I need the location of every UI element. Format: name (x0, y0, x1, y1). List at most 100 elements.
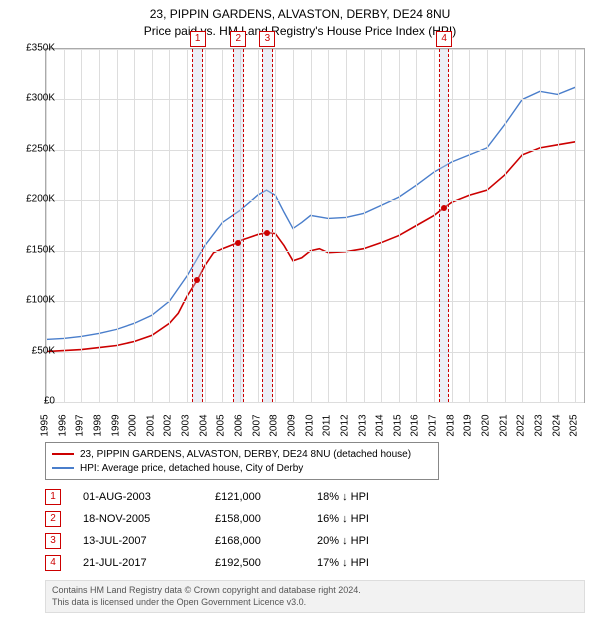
x-axis-label: 2025 (569, 414, 580, 436)
sale-band: 1 (192, 49, 203, 402)
gridline-v (346, 49, 347, 402)
gridline-v (81, 49, 82, 402)
x-axis-label: 2014 (375, 414, 386, 436)
x-axis-label: 2019 (463, 414, 474, 436)
tx-num: 4 (45, 555, 61, 571)
x-axis-label: 1997 (75, 414, 86, 436)
gridline-h (46, 49, 584, 50)
x-axis-label: 2009 (286, 414, 297, 436)
x-axis-label: 1999 (110, 414, 121, 436)
x-axis-label: 2008 (269, 414, 280, 436)
gridline-v (469, 49, 470, 402)
x-axis-label: 1995 (40, 414, 51, 436)
transaction-row: 4 21-JUL-2017 £192,500 17% ↓ HPI (45, 552, 397, 574)
tx-num: 1 (45, 489, 61, 505)
tx-hpi: 16% ↓ HPI (317, 513, 397, 525)
chart-title: 23, PIPPIN GARDENS, ALVASTON, DERBY, DE2… (0, 0, 600, 40)
sale-band: 3 (262, 49, 273, 402)
x-axis-label: 1998 (92, 414, 103, 436)
gridline-h (46, 402, 584, 403)
sale-dot (194, 277, 200, 283)
footer-attribution: Contains HM Land Registry data © Crown c… (45, 580, 585, 613)
tx-date: 01-AUG-2003 (83, 491, 193, 503)
chart-plot-area: 1234 (45, 48, 585, 403)
tx-date: 13-JUL-2007 (83, 535, 193, 547)
gridline-v (64, 49, 65, 402)
footer-line2: This data is licensed under the Open Gov… (52, 597, 578, 609)
gridline-v (416, 49, 417, 402)
gridline-v (381, 49, 382, 402)
tx-hpi: 20% ↓ HPI (317, 535, 397, 547)
tx-price: £168,000 (215, 535, 295, 547)
gridline-h (46, 352, 584, 353)
x-axis-label: 2002 (163, 414, 174, 436)
gridline-v (434, 49, 435, 402)
band-marker: 4 (436, 31, 452, 47)
legend-swatch (52, 467, 74, 469)
legend-box: 23, PIPPIN GARDENS, ALVASTON, DERBY, DE2… (45, 442, 439, 480)
x-axis-label: 2000 (128, 414, 139, 436)
gridline-v (205, 49, 206, 402)
gridline-v (522, 49, 523, 402)
x-axis-label: 2012 (339, 414, 350, 436)
x-axis-label: 2021 (498, 414, 509, 436)
tx-num: 2 (45, 511, 61, 527)
x-axis-label: 2005 (216, 414, 227, 436)
tx-hpi: 17% ↓ HPI (317, 557, 397, 569)
y-axis-label: £250K (15, 143, 55, 154)
gridline-v (540, 49, 541, 402)
tx-price: £158,000 (215, 513, 295, 525)
transaction-row: 3 13-JUL-2007 £168,000 20% ↓ HPI (45, 530, 397, 552)
footer-line1: Contains HM Land Registry data © Crown c… (52, 585, 578, 597)
gridline-v (558, 49, 559, 402)
x-axis-label: 1996 (57, 414, 68, 436)
y-axis-label: £0 (15, 396, 55, 407)
gridline-h (46, 301, 584, 302)
x-axis-label: 2023 (533, 414, 544, 436)
gridline-v (99, 49, 100, 402)
tx-date: 18-NOV-2005 (83, 513, 193, 525)
band-marker: 1 (190, 31, 206, 47)
sale-dot (264, 230, 270, 236)
gridline-v (187, 49, 188, 402)
tx-num: 3 (45, 533, 61, 549)
gridline-v (258, 49, 259, 402)
legend-row: HPI: Average price, detached house, City… (52, 461, 432, 475)
legend-label: 23, PIPPIN GARDENS, ALVASTON, DERBY, DE2… (80, 449, 411, 460)
tx-date: 21-JUL-2017 (83, 557, 193, 569)
transaction-row: 2 18-NOV-2005 £158,000 16% ↓ HPI (45, 508, 397, 530)
chart-lines-svg (46, 49, 584, 402)
legend-row: 23, PIPPIN GARDENS, ALVASTON, DERBY, DE2… (52, 447, 432, 461)
gridline-v (275, 49, 276, 402)
gridline-v (487, 49, 488, 402)
band-marker: 3 (259, 31, 275, 47)
gridline-h (46, 251, 584, 252)
sale-band: 2 (233, 49, 244, 402)
transaction-row: 1 01-AUG-2003 £121,000 18% ↓ HPI (45, 486, 397, 508)
gridline-v (117, 49, 118, 402)
gridline-v (293, 49, 294, 402)
x-axis-label: 2015 (392, 414, 403, 436)
gridline-h (46, 150, 584, 151)
gridline-v (311, 49, 312, 402)
tx-price: £192,500 (215, 557, 295, 569)
gridline-v (399, 49, 400, 402)
tx-hpi: 18% ↓ HPI (317, 491, 397, 503)
title-line1: 23, PIPPIN GARDENS, ALVASTON, DERBY, DE2… (0, 6, 600, 23)
band-marker: 2 (230, 31, 246, 47)
y-axis-label: £150K (15, 244, 55, 255)
gridline-v (134, 49, 135, 402)
title-line2: Price paid vs. HM Land Registry's House … (0, 23, 600, 40)
legend-swatch (52, 453, 74, 455)
gridline-h (46, 200, 584, 201)
y-axis-label: £100K (15, 295, 55, 306)
x-axis-label: 2001 (145, 414, 156, 436)
y-axis-label: £350K (15, 43, 55, 54)
x-axis-label: 2016 (410, 414, 421, 436)
transactions-table: 1 01-AUG-2003 £121,000 18% ↓ HPI 2 18-NOV-200… (45, 486, 397, 574)
tx-price: £121,000 (215, 491, 295, 503)
x-axis-label: 2022 (516, 414, 527, 436)
x-axis-label: 2007 (251, 414, 262, 436)
x-axis-label: 2011 (322, 415, 333, 437)
sale-dot (235, 240, 241, 246)
